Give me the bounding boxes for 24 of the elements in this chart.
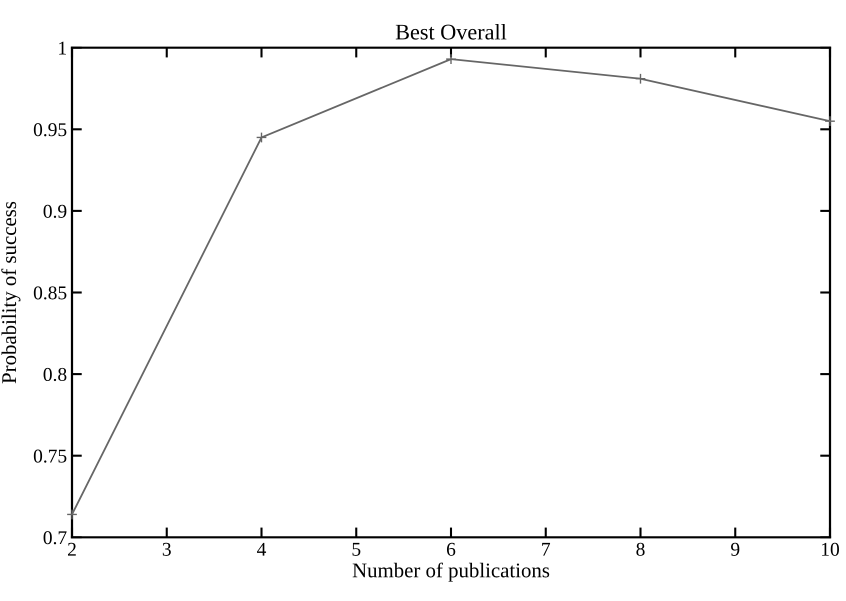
y-axis-title: Probability of success [1,202,20,384]
y-tick-label: 0.95 [34,123,66,136]
x-tick-label: 5 [352,542,360,556]
y-tick-label: 0.75 [34,450,66,463]
point [256,132,268,144]
point [634,73,646,84]
x-tick-label: 10 [822,542,839,556]
chart-title: Best Overall [396,24,506,40]
x-tick-label: 3 [162,542,171,556]
x-tick-label: 2 [68,542,76,556]
x-tick-label: 4 [257,542,266,556]
x-tick-label: 9 [731,542,740,556]
y-tick-label: 1 [59,42,66,54]
y-tick-label: 0.7 [44,531,67,544]
x-tick-label: 8 [636,542,645,556]
x-tick-label: 6 [446,542,456,556]
point [824,116,836,127]
point [66,508,78,520]
y-tick-label: 0.85 [34,286,66,300]
y-tick-label: 0.9 [44,204,66,218]
y-tick-label: 0.8 [44,368,66,382]
point [445,54,457,65]
x-tick-label: 7 [542,542,550,556]
x-axis-title: Number of publications [352,562,550,582]
